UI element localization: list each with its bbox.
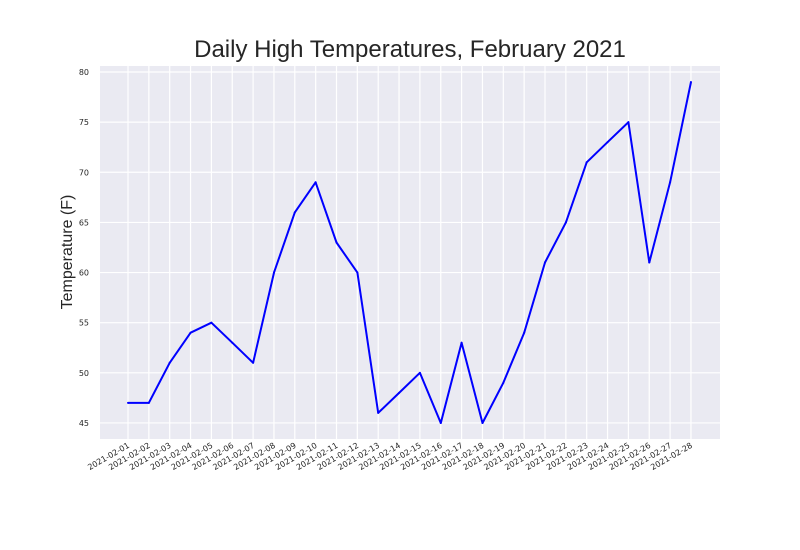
data-point [418,371,421,374]
data-point [314,181,317,184]
y-tick-label: 60 [79,269,89,278]
y-tick-label: 50 [79,369,89,378]
data-point [356,271,359,274]
series-line-group [127,81,692,424]
y-tick-label: 65 [79,218,89,227]
data-point [210,321,213,324]
y-tick-label: 45 [79,419,89,428]
data-point [689,81,692,84]
data-point [627,121,630,124]
data-point [147,401,150,404]
y-tick-label: 75 [79,118,89,127]
y-tick-labels: 45 50 55 60 65 70 75 80 [79,68,89,428]
data-point [669,181,672,184]
data-point [606,141,609,144]
data-point [523,331,526,334]
chart-title: Daily High Temperatures, February 2021 [194,36,626,63]
data-point [168,361,171,364]
gridlines [100,66,720,439]
data-point [439,421,442,424]
data-point [481,421,484,424]
data-point [127,401,129,404]
y-tick-label: 80 [79,68,89,77]
y-axis-label: Temperature (F) [59,195,76,310]
data-point [377,411,380,414]
data-point [502,381,505,384]
data-point [398,391,401,394]
y-tick-label: 55 [79,319,89,328]
data-point [648,261,651,264]
data-point [544,261,546,264]
series-line [128,81,692,424]
data-point [189,331,192,334]
data-point [564,221,567,224]
data-point [293,211,296,214]
data-point [460,341,463,344]
data-point [335,241,338,244]
y-tick-label: 70 [79,168,89,177]
x-tick-labels: 2021-02-012021-02-022021-02-032021-02-04… [86,441,694,472]
data-point [585,161,588,164]
data-point [252,361,255,364]
data-point [272,271,275,274]
data-point [231,341,234,344]
plot-area [100,66,720,439]
